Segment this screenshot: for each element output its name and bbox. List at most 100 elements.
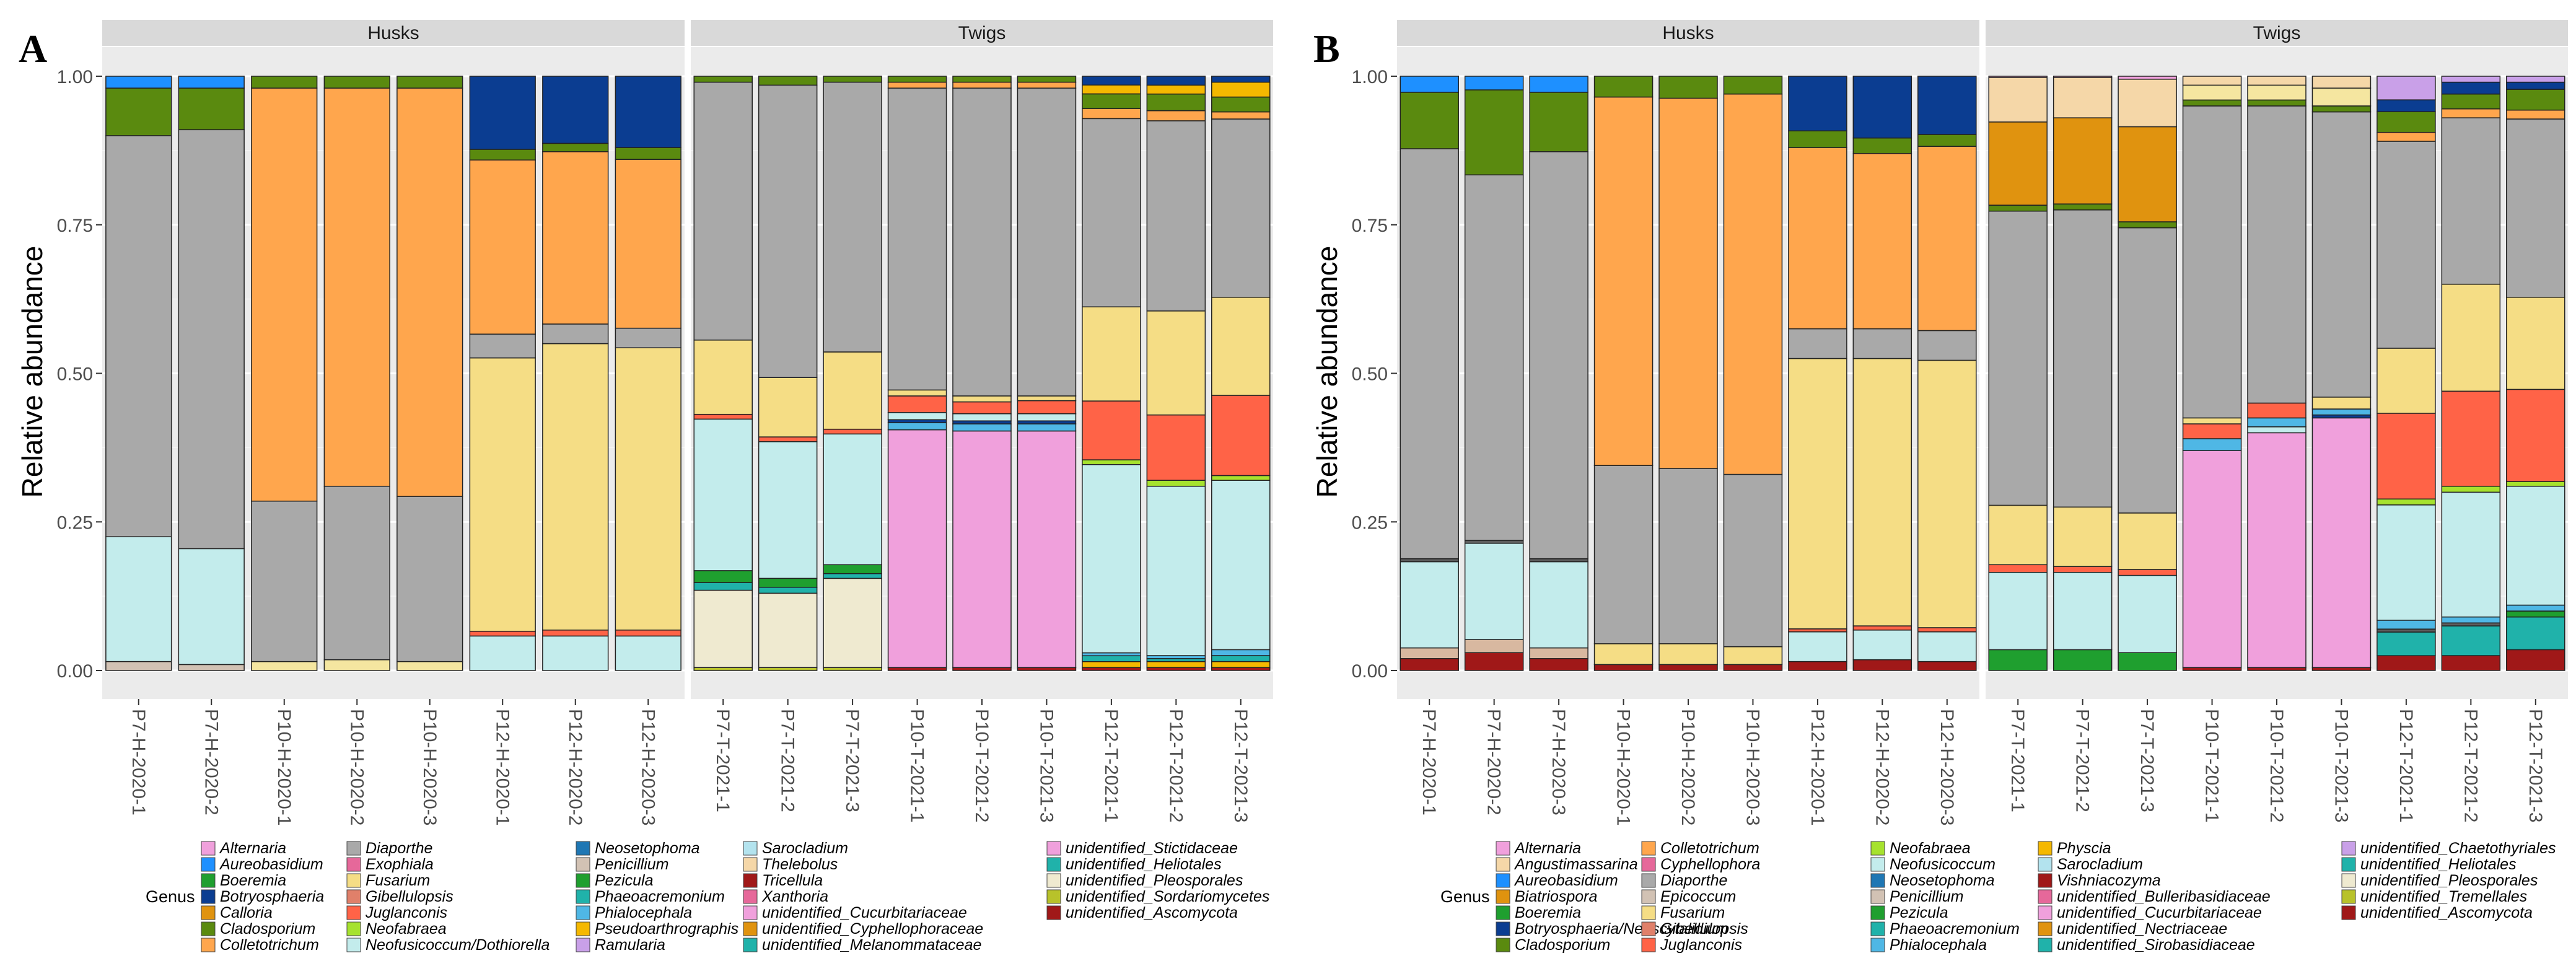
legend-label: Phaeoacremonium: [595, 888, 725, 905]
bar-segment: [1146, 120, 1206, 312]
legend-swatch: [1046, 905, 1061, 920]
legend-label: unidentified_Nectriaceae: [2057, 920, 2227, 938]
bar-segment: [1788, 358, 1847, 630]
bar-segment: [1211, 649, 1271, 656]
legend-label: Gibellulopsis: [1660, 920, 1748, 938]
x-tick-label: P7-T-2021-1: [712, 709, 733, 812]
bar-segment: [1529, 647, 1588, 659]
bar-segment: [2441, 94, 2501, 110]
bar-segment: [1464, 639, 1524, 653]
bar-segment: [952, 423, 1012, 432]
legend-swatch: [576, 921, 590, 936]
bar-segment: [2377, 504, 2436, 621]
bar-segment: [396, 87, 463, 497]
bar-segment: [1529, 151, 1588, 560]
bar-segment: [469, 630, 536, 637]
bar-segment: [2182, 438, 2242, 451]
x-tick-label: P7-H-2020-2: [1484, 709, 1504, 815]
bar-segment: [2377, 76, 2436, 100]
legend-swatch: [1641, 873, 1656, 888]
bar-segment: [823, 76, 882, 83]
bar-segment: [2247, 99, 2307, 107]
legend-label: Colletotrichum: [220, 936, 319, 954]
bar-segment: [178, 548, 245, 666]
bar-segment: [823, 564, 882, 574]
bar-segment: [2311, 408, 2372, 416]
bar-segment: [323, 659, 390, 671]
bar-segment: [693, 76, 753, 83]
legend-label: Cladosporium: [220, 920, 315, 938]
bar-segment: [1988, 504, 2048, 566]
bar-segment: [615, 635, 681, 671]
legend-swatch: [1870, 905, 1885, 920]
bar-segment: [542, 635, 609, 671]
bar-segment: [2506, 389, 2565, 482]
x-tick-label: P12-T-2021-2: [1165, 709, 1186, 822]
facet-strip: [102, 20, 685, 46]
facet-strip-label: Twigs: [958, 23, 1006, 43]
x-tick-label: P10-T-2021-1: [907, 709, 927, 822]
legend-swatch: [1870, 921, 1885, 936]
bar-segment: [1017, 395, 1077, 402]
bar-segment: [1658, 643, 1718, 666]
bar-segment: [2182, 417, 2242, 424]
legend-label: Penicillium: [1890, 888, 1963, 905]
bar-segment: [1211, 395, 1271, 477]
bar-segment: [542, 343, 609, 631]
bar-segment: [1211, 655, 1271, 662]
bar-segment: [469, 76, 536, 150]
legend-swatch: [1496, 889, 1510, 904]
legend-swatch: [743, 921, 758, 936]
bar-segment: [1988, 77, 2048, 123]
bar-segment: [396, 661, 463, 671]
bar-segment: [1788, 328, 1847, 359]
legend-label: Cyphellophora: [1660, 856, 1760, 873]
legend-label: Biatriospora: [1515, 888, 1597, 905]
bar-segment: [2247, 76, 2307, 86]
bar-segment: [1400, 76, 1459, 93]
y-axis-label: Relative abundance: [1311, 246, 1343, 498]
bar-segment: [1211, 96, 1271, 113]
y-tick-label: 0.25: [57, 512, 93, 533]
bar-segment: [2506, 485, 2565, 606]
legend-label: unidentified_Pleosporales: [2360, 872, 2538, 889]
x-tick-label: P10-H-2020-2: [346, 709, 367, 825]
bar-segment: [2506, 89, 2565, 111]
legend-swatch: [1496, 873, 1510, 888]
bar-segment: [2311, 105, 2372, 113]
bar-segment: [2247, 432, 2307, 668]
legend-label: Cladosporium: [1515, 936, 1610, 954]
bar-segment: [1211, 76, 1271, 83]
legend-swatch: [1496, 905, 1510, 920]
bar-segment: [1658, 468, 1718, 644]
legend-swatch: [1870, 873, 1885, 888]
bar-segment: [758, 436, 818, 442]
bar-segment: [952, 81, 1012, 89]
legend-label: Ramularia: [595, 936, 665, 954]
bar-segment: [2506, 118, 2565, 298]
bar-segment: [2182, 99, 2242, 107]
legend-swatch: [2341, 873, 2356, 888]
bar-segment: [615, 327, 681, 349]
bar-segment: [693, 418, 753, 571]
legend-swatch: [2038, 857, 2052, 872]
bar-segment: [1146, 485, 1206, 656]
bar-segment: [2247, 426, 2307, 434]
bar-segment: [2441, 655, 2501, 671]
bar-segment: [952, 395, 1012, 403]
legend-swatch: [743, 841, 758, 856]
x-tick-label: P10-H-2020-3: [1742, 709, 1763, 825]
legend-label: Neosetophoma: [1890, 872, 1995, 889]
legend-swatch: [2038, 873, 2052, 888]
legend-label: unidentified_Cucurbitariaceae: [762, 904, 967, 921]
bar-segment: [1146, 76, 1206, 86]
bar-segment: [1464, 652, 1524, 671]
bar-segment: [1917, 76, 1977, 135]
bar-segment: [2441, 283, 2501, 392]
bar-segment: [2182, 105, 2242, 419]
legend-label: Fusarium: [366, 872, 430, 889]
bar-segment: [2052, 572, 2113, 651]
bar-segment: [2441, 81, 2501, 95]
legend-label: Phialocephala: [1890, 936, 1987, 954]
legend-label: Tricellula: [762, 872, 823, 889]
